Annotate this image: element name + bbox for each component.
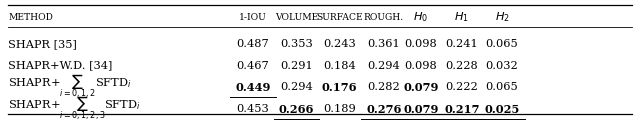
- Text: 0.217: 0.217: [444, 104, 479, 115]
- Text: $H_2$: $H_2$: [495, 10, 509, 24]
- Text: SHAPR+W.D. [34]: SHAPR+W.D. [34]: [8, 61, 113, 71]
- Text: 0.032: 0.032: [486, 61, 518, 71]
- Text: 0.266: 0.266: [278, 104, 314, 115]
- Text: 0.098: 0.098: [404, 61, 437, 71]
- Text: 0.065: 0.065: [486, 39, 518, 49]
- Text: 0.487: 0.487: [237, 39, 269, 49]
- Text: 0.079: 0.079: [403, 104, 438, 115]
- Text: 0.079: 0.079: [403, 82, 438, 93]
- Text: 0.453: 0.453: [237, 104, 269, 114]
- Text: 0.282: 0.282: [367, 82, 400, 92]
- Text: 0.098: 0.098: [404, 39, 437, 49]
- Text: SHAPR [35]: SHAPR [35]: [8, 39, 77, 49]
- Text: METHOD: METHOD: [8, 13, 53, 22]
- Text: 0.176: 0.176: [321, 82, 357, 93]
- Text: 0.243: 0.243: [323, 39, 356, 49]
- Text: 0.025: 0.025: [484, 104, 520, 115]
- Text: 0.294: 0.294: [280, 82, 313, 92]
- Text: 0.222: 0.222: [445, 82, 478, 92]
- Text: 0.291: 0.291: [280, 61, 313, 71]
- Text: $H_1$: $H_1$: [454, 10, 469, 24]
- Text: 0.467: 0.467: [237, 61, 269, 71]
- Text: ROUGH.: ROUGH.: [364, 13, 404, 22]
- Text: VOLUME: VOLUME: [275, 13, 318, 22]
- Text: 0.184: 0.184: [323, 61, 356, 71]
- Text: 1-IOU: 1-IOU: [239, 13, 267, 22]
- Text: 0.353: 0.353: [280, 39, 313, 49]
- Text: $H_0$: $H_0$: [413, 10, 428, 24]
- Text: 0.241: 0.241: [445, 39, 478, 49]
- Text: SURFACE: SURFACE: [316, 13, 362, 22]
- Text: SHAPR+$\sum_{i=0,1,2}$SFTD$_i$: SHAPR+$\sum_{i=0,1,2}$SFTD$_i$: [8, 73, 132, 102]
- Text: 0.276: 0.276: [366, 104, 401, 115]
- Text: 0.228: 0.228: [445, 61, 478, 71]
- Text: SHAPR+$\sum_{i=0,1,2,3}$SFTD$_i$: SHAPR+$\sum_{i=0,1,2,3}$SFTD$_i$: [8, 95, 141, 123]
- Text: 0.449: 0.449: [236, 82, 271, 93]
- Text: 0.294: 0.294: [367, 61, 400, 71]
- Text: 0.361: 0.361: [367, 39, 400, 49]
- Text: 0.065: 0.065: [486, 82, 518, 92]
- Text: 0.189: 0.189: [323, 104, 356, 114]
